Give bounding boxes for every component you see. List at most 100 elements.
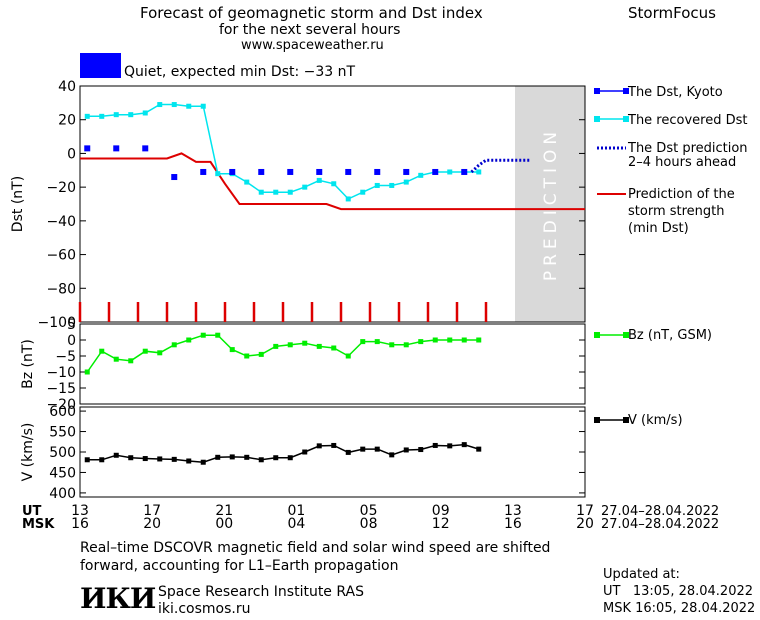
- bz-point: [200, 332, 206, 338]
- y-tick-label: −5: [55, 349, 76, 365]
- kyoto-dst-point: [345, 168, 352, 175]
- y-tick-label: 550: [49, 425, 76, 441]
- bz-point: [84, 369, 90, 375]
- recovered-dst-point: [302, 184, 308, 190]
- kyoto-dst-point: [258, 168, 265, 175]
- bz-point: [171, 342, 177, 348]
- bz-point: [113, 356, 119, 362]
- legend-storm-label: (min Dst): [628, 221, 689, 236]
- msk-date-range: 27.04–28.04.2022: [601, 517, 719, 532]
- bz-point: [186, 337, 192, 343]
- recovered-dst-point: [360, 189, 366, 195]
- v-point: [287, 455, 293, 461]
- v-point: [403, 447, 409, 453]
- msk-tick-label: 16: [504, 516, 522, 532]
- status-color-box: [80, 53, 121, 78]
- legend-recovered-marker: [594, 116, 600, 122]
- title-line-1: Forecast of geomagnetic storm and Dst in…: [140, 4, 483, 22]
- recovered-dst-point: [287, 189, 293, 195]
- footer-note-line-1: Real–time DSCOVR magnetic field and sola…: [80, 540, 551, 556]
- recovered-dst-point: [403, 179, 409, 185]
- bz-point: [418, 339, 424, 345]
- kyoto-dst-point: [142, 145, 149, 152]
- ut-tick-label: 05: [360, 503, 378, 519]
- v-point: [316, 443, 322, 449]
- institute-url[interactable]: iki.cosmos.ru: [158, 601, 251, 617]
- updated-msk: MSK 16:05, 28.04.2022: [603, 601, 756, 616]
- v-point: [99, 457, 105, 463]
- v-point: [331, 442, 337, 448]
- updated-ut: UT 13:05, 28.04.2022: [603, 584, 754, 599]
- v-point: [418, 447, 424, 453]
- legend-v-marker: [594, 417, 600, 423]
- recovered-dst-point: [345, 196, 351, 202]
- recovered-dst-point: [331, 181, 337, 187]
- dst-panel: 40 20 0 −20 −40 −60 −80 −100 PREDICTION Dst (nT): [10, 79, 586, 331]
- v-axis-label: V (km/s): [20, 423, 36, 482]
- kyoto-dst-point: [287, 168, 294, 175]
- bz-point: [345, 353, 351, 359]
- ut-tick-label: 13: [504, 503, 522, 519]
- status-text: Quiet, expected min Dst: −33 nT: [124, 64, 356, 80]
- bz-point: [461, 337, 467, 343]
- legend-bz-marker: [594, 332, 600, 338]
- kyoto-dst-point: [229, 168, 236, 175]
- y-tick-label: 0: [67, 333, 76, 349]
- recovered-dst-point: [200, 103, 206, 109]
- bz-axis-label: Bz (nT): [20, 339, 36, 389]
- msk-tick-label: 08: [360, 516, 378, 532]
- bz-point: [229, 347, 235, 353]
- y-tick-label: 600: [49, 404, 76, 420]
- bz-point: [99, 348, 105, 354]
- msk-tick-label: 20: [576, 516, 594, 532]
- bz-point: [374, 339, 380, 345]
- legend-prediction-label: The Dst prediction: [627, 141, 748, 156]
- recovered-dst-point: [273, 189, 279, 195]
- v-point: [389, 452, 395, 458]
- msk-label: MSK: [22, 517, 55, 532]
- v-point: [229, 454, 235, 460]
- v-point: [374, 446, 380, 452]
- ut-tick-label: 01: [288, 503, 306, 519]
- ut-tick-label: 09: [432, 503, 450, 519]
- legend-recovered-label: The recovered Dst: [627, 113, 747, 128]
- bz-point: [215, 332, 221, 338]
- y-tick-label: 0: [67, 146, 76, 162]
- legend-recovered-marker: [623, 116, 629, 122]
- y-tick-label: −10: [46, 365, 76, 381]
- v-point: [142, 456, 148, 462]
- v-point: [302, 449, 308, 455]
- y-tick-label: −20: [46, 397, 76, 413]
- recovered-dst-point: [157, 102, 163, 108]
- ut-label: UT: [22, 504, 42, 519]
- ut-date-range: 27.04–28.04.2022: [601, 504, 719, 519]
- msk-tick-label: 00: [215, 516, 233, 532]
- y-tick-label: 40: [58, 79, 76, 95]
- legend-storm-label: Prediction of the: [628, 187, 735, 202]
- legend-kyoto-label: The Dst, Kyoto: [627, 85, 723, 100]
- bz-point: [316, 343, 322, 349]
- bz-point: [258, 351, 264, 357]
- recovered-dst-point: [258, 189, 264, 195]
- bz-point: [273, 343, 279, 349]
- legend-prediction-label: 2–4 hours ahead: [628, 155, 736, 170]
- legend-v-marker: [623, 417, 629, 423]
- prediction-shade: [515, 86, 585, 322]
- legend: The Dst, Kyoto The recovered Dst The Dst p…: [594, 85, 748, 428]
- kyoto-dst-point: [316, 168, 323, 175]
- recovered-dst-point: [476, 169, 482, 175]
- recovered-dst-point: [215, 171, 221, 177]
- ut-tick-label: 21: [215, 503, 233, 519]
- source-url: www.spaceweather.ru: [241, 38, 384, 53]
- y-tick-label: 450: [49, 465, 76, 481]
- msk-tick-label: 16: [71, 516, 89, 532]
- kyoto-dst-point: [171, 174, 178, 181]
- kyoto-dst-point: [403, 168, 410, 175]
- v-point: [273, 455, 279, 461]
- y-tick-label: 5: [67, 317, 76, 333]
- bz-point: [447, 337, 453, 343]
- legend-storm-label: storm strength: [628, 204, 725, 219]
- dst-axis-label: Dst (nT): [10, 176, 26, 232]
- msk-tick-label: 04: [288, 516, 306, 532]
